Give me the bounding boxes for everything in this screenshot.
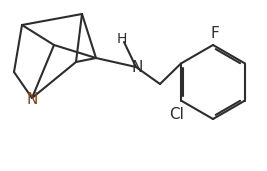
Text: F: F [211, 25, 219, 41]
Text: N: N [131, 60, 143, 75]
Text: Cl: Cl [170, 107, 184, 122]
Text: N: N [26, 91, 38, 107]
Text: H: H [117, 32, 127, 46]
